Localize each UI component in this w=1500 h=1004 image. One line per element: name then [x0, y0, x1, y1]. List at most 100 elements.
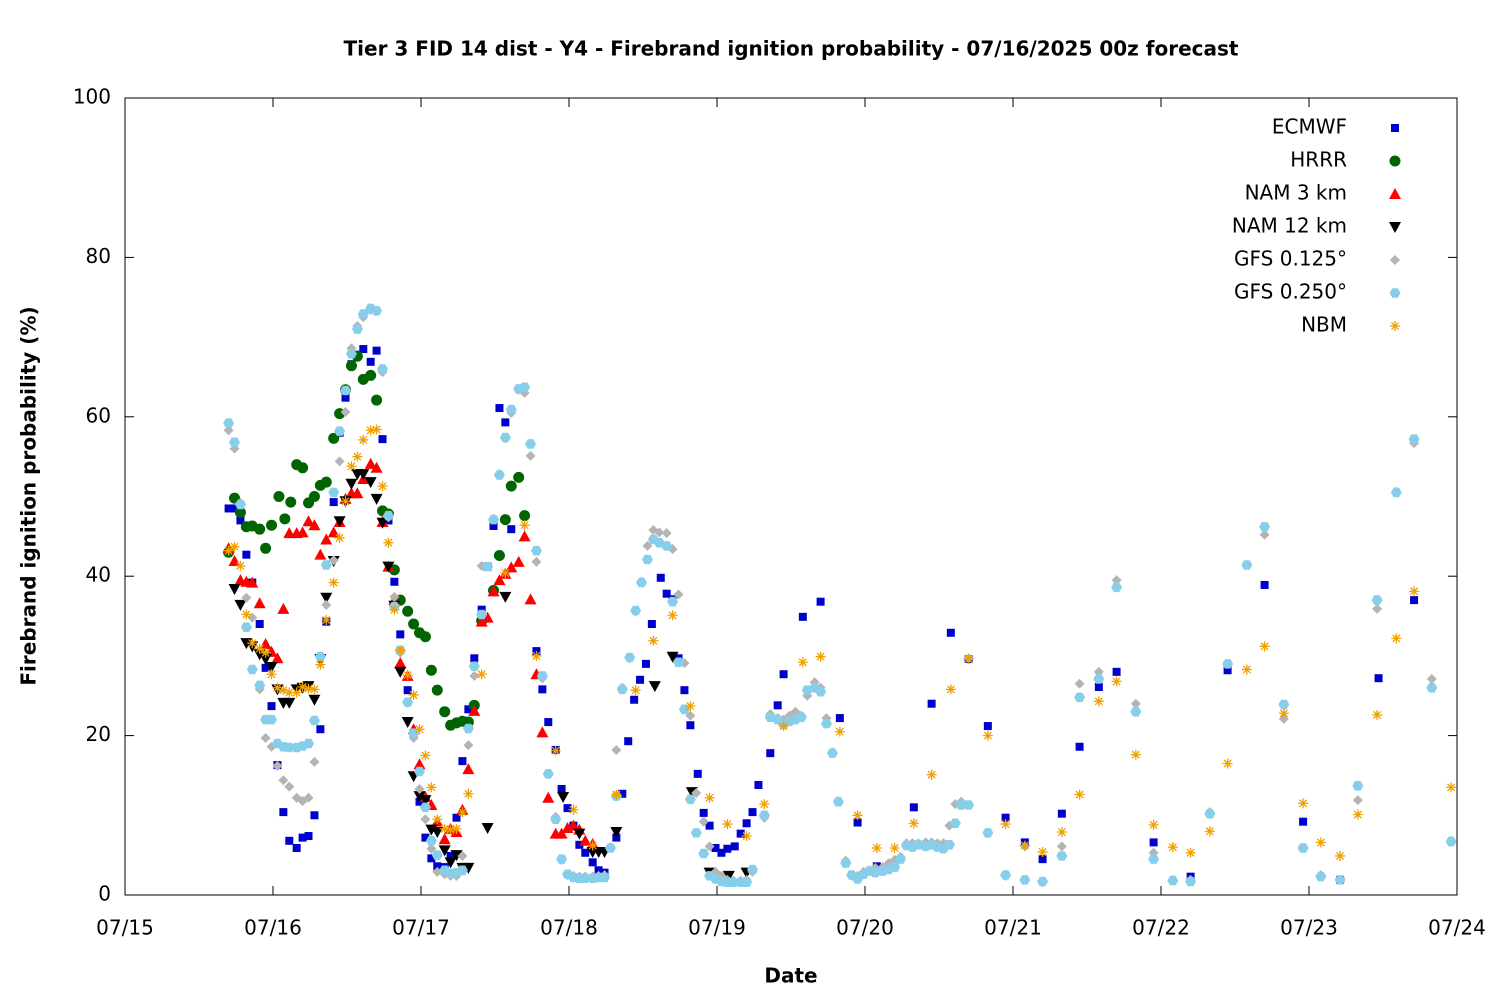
marker-hexagon: [641, 554, 653, 565]
marker-hexagon: [431, 850, 443, 860]
marker-hexagon: [661, 541, 673, 551]
marker-hexagon: [357, 309, 369, 319]
marker-hexagon: [476, 609, 488, 620]
marker-square: [538, 685, 547, 694]
marker-triangle-down: [320, 592, 333, 604]
marker-asterisk: [223, 545, 234, 556]
marker-square: [730, 842, 739, 851]
marker-triangle-down: [413, 791, 426, 803]
marker-triangle-up: [253, 597, 266, 609]
marker-square: [927, 699, 936, 708]
legend-marker: [1390, 321, 1400, 331]
marker-asterisk: [1446, 782, 1457, 793]
marker-hexagon: [223, 418, 235, 428]
marker-diamond: [1426, 674, 1437, 685]
marker-asterisk: [340, 496, 351, 507]
marker-asterisk: [963, 654, 974, 665]
marker-hexagon: [377, 364, 388, 374]
marker-asterisk: [334, 532, 345, 543]
marker-diamond: [328, 555, 339, 566]
marker-circle: [328, 432, 340, 444]
marker-triangle-up: [314, 548, 327, 560]
marker-hexagon: [1445, 836, 1457, 847]
x-tick-label: 07/21: [984, 916, 1042, 940]
marker-asterisk: [346, 461, 357, 472]
y-tick-label: 80: [86, 244, 111, 268]
marker-diamond: [334, 456, 345, 467]
marker-hexagon: [690, 828, 702, 838]
marker-hexagon: [741, 877, 753, 887]
marker-hexagon: [1000, 870, 1012, 880]
marker-square: [1149, 838, 1158, 847]
series: [228, 469, 753, 882]
marker-asterisk: [365, 425, 376, 436]
series: [223, 424, 1457, 861]
marker-square: [686, 721, 695, 730]
marker-asterisk: [1204, 826, 1215, 837]
y-tick-label: 0: [98, 882, 111, 906]
marker-circle: [425, 664, 437, 676]
marker-hexagon: [673, 657, 684, 667]
marker-asterisk: [685, 701, 696, 712]
marker-hexagon: [308, 715, 320, 726]
marker-asterisk: [1111, 676, 1122, 687]
marker-square: [1094, 682, 1103, 691]
marker-triangle-down: [259, 654, 272, 666]
marker-asterisk: [630, 685, 641, 696]
marker-asterisk: [278, 685, 289, 696]
marker-square: [618, 789, 627, 798]
marker-asterisk: [797, 657, 808, 668]
marker-square: [563, 804, 572, 813]
marker-hexagon: [955, 800, 967, 810]
marker-square: [495, 404, 504, 413]
marker-asterisk: [568, 804, 579, 815]
marker-hexagon: [698, 848, 710, 859]
marker-triangle-up: [481, 611, 494, 623]
marker-asterisk: [389, 604, 400, 615]
marker-square: [446, 851, 455, 860]
marker-square: [779, 670, 788, 679]
marker-square: [983, 722, 992, 731]
marker-square: [693, 769, 702, 778]
marker-circle: [345, 360, 357, 372]
marker-hexagon: [254, 680, 266, 691]
marker-square: [1057, 809, 1066, 818]
marker-circle: [402, 605, 414, 617]
marker-diamond: [661, 528, 672, 539]
marker-asterisk: [1074, 789, 1085, 800]
marker-asterisk: [759, 799, 770, 810]
legend-marker: [1389, 155, 1401, 167]
marker-square: [236, 516, 245, 525]
marker-asterisk: [1037, 846, 1048, 857]
marker-triangle-down: [364, 477, 377, 489]
marker-square: [464, 705, 473, 714]
marker-asterisk: [531, 650, 542, 661]
marker-asterisk: [383, 537, 394, 548]
marker-hexagon: [1278, 699, 1290, 710]
y-tick-label: 20: [86, 722, 111, 746]
marker-triangle-down: [648, 681, 661, 693]
marker-circle: [308, 491, 320, 502]
marker-asterisk: [309, 684, 320, 695]
marker-hexagon: [482, 561, 494, 572]
marker-asterisk: [1298, 798, 1309, 809]
marker-hexagon: [1371, 595, 1383, 605]
marker-asterisk: [815, 651, 826, 662]
marker-square: [279, 808, 288, 817]
marker-hexagon: [536, 671, 548, 681]
marker-hexagon: [488, 514, 499, 525]
marker-triangle-up: [320, 533, 333, 545]
marker-hexagon: [266, 714, 277, 725]
marker-square: [717, 848, 726, 857]
marker-hexagon: [832, 797, 844, 807]
marker-hexagon: [667, 596, 679, 607]
marker-hexagon: [1334, 875, 1346, 885]
marker-triangle-down: [382, 561, 395, 573]
marker-asterisk: [1148, 819, 1159, 830]
marker-triangle-up: [579, 834, 592, 846]
marker-hexagon: [795, 712, 807, 722]
marker-hexagon: [1093, 674, 1105, 684]
marker-asterisk: [1315, 837, 1326, 848]
marker-asterisk: [402, 670, 413, 681]
